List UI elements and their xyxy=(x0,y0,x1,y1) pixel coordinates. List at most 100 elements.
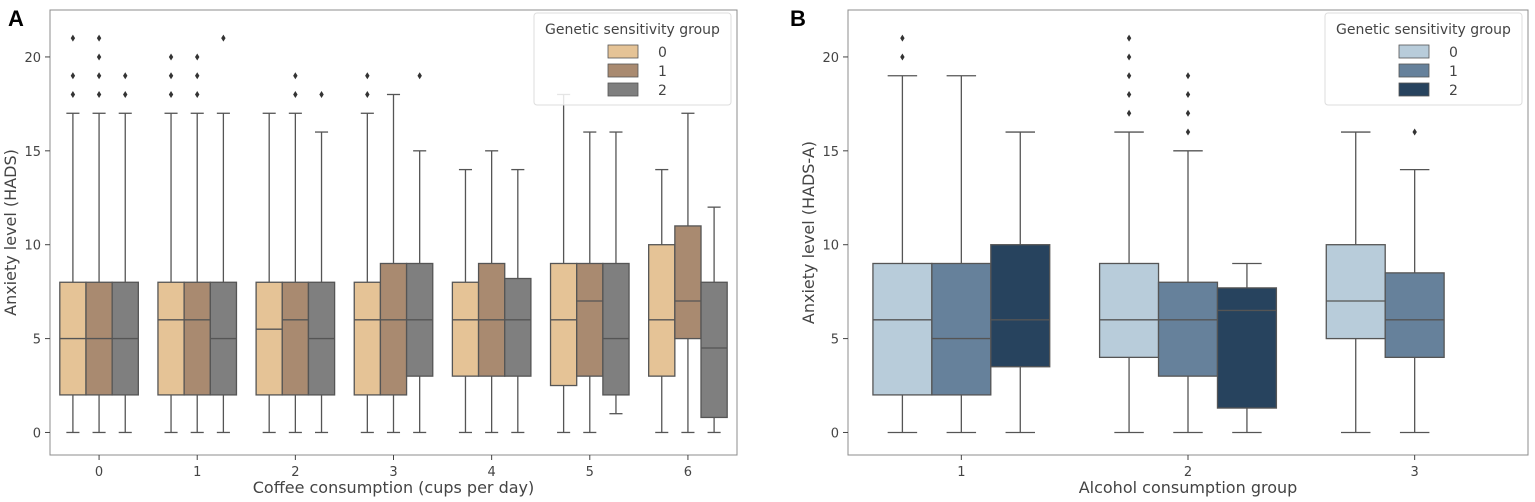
box-3-group-0 xyxy=(1325,131,1386,434)
legend-entry-label: 2 xyxy=(1449,83,1458,99)
legend: Genetic sensitivity group 0 1 2 xyxy=(533,12,732,106)
y-tick-label: 15 xyxy=(24,145,41,160)
outlier-point xyxy=(1185,72,1191,80)
iqr-box xyxy=(1384,272,1445,359)
box-4-group-1 xyxy=(477,150,506,434)
iqr-box xyxy=(157,281,185,396)
legend-swatch xyxy=(607,44,639,59)
outlier-point xyxy=(195,72,200,80)
iqr-box xyxy=(648,244,676,377)
outlier-point xyxy=(319,90,324,98)
x-tick-label: 5 xyxy=(586,465,594,480)
iqr-box xyxy=(1157,281,1219,377)
outlier-point xyxy=(1126,72,1132,80)
box-3-group-2 xyxy=(405,72,434,434)
outlier-point xyxy=(1412,128,1417,136)
box-1-group-0 xyxy=(157,53,185,434)
outlier-point xyxy=(96,90,102,98)
outlier-point xyxy=(96,34,102,42)
iqr-box xyxy=(931,262,992,396)
legend-title: Genetic sensitivity group xyxy=(545,22,720,38)
outlier-point xyxy=(293,90,298,98)
panel-label: B xyxy=(790,6,806,31)
box-0-group-0 xyxy=(59,34,87,434)
outlier-point xyxy=(1185,90,1191,98)
box-1-group-0 xyxy=(872,34,933,434)
x-tick-label: 6 xyxy=(684,465,692,480)
legend-entry-label: 1 xyxy=(1449,64,1458,80)
iqr-box xyxy=(576,262,604,377)
iqr-box xyxy=(353,281,382,396)
outlier-point xyxy=(1185,128,1191,136)
outlier-point xyxy=(1126,53,1132,61)
box-3-group-1 xyxy=(1384,128,1445,434)
legend: Genetic sensitivity group 0 1 2 xyxy=(1324,12,1523,106)
legend-entry-label: 2 xyxy=(658,83,667,99)
outlier-point xyxy=(123,90,128,98)
x-tick-label: 2 xyxy=(291,465,299,480)
box-2-group-1 xyxy=(281,72,310,434)
iqr-box xyxy=(1325,244,1386,340)
outlier-point xyxy=(195,53,200,61)
iqr-box xyxy=(602,262,630,396)
box-4-group-0 xyxy=(451,168,480,434)
legend-swatch xyxy=(607,63,639,78)
outlier-point xyxy=(293,72,298,80)
legend-entry-label: 1 xyxy=(658,64,667,80)
x-tick-label: 2 xyxy=(1184,465,1192,480)
iqr-box xyxy=(549,262,578,387)
outlier-point xyxy=(70,34,76,42)
outlier-point xyxy=(365,90,370,98)
iqr-box xyxy=(700,281,728,419)
x-tick-label: 1 xyxy=(957,465,965,480)
y-tick-label: 20 xyxy=(24,51,41,66)
y-tick-label: 20 xyxy=(822,51,839,66)
outlier-point xyxy=(365,72,370,80)
outlier-point xyxy=(900,53,905,61)
outlier-point xyxy=(70,90,76,98)
x-axis-label: Alcohol consumption group xyxy=(1079,478,1298,497)
legend-title: Genetic sensitivity group xyxy=(1336,22,1511,38)
y-tick-label: 0 xyxy=(831,426,839,441)
box-2-group-1 xyxy=(1157,72,1219,434)
box-6-group-1 xyxy=(674,112,702,434)
legend-swatch xyxy=(1398,82,1430,97)
iqr-box xyxy=(451,281,480,377)
x-tick-label: 3 xyxy=(1411,465,1419,480)
legend-swatch xyxy=(1398,44,1430,59)
outlier-point xyxy=(1185,109,1191,117)
box-6-group-2 xyxy=(700,206,728,434)
x-tick-label: 3 xyxy=(389,465,397,480)
outlier-point xyxy=(168,72,174,80)
y-tick-label: 15 xyxy=(822,145,839,160)
outlier-point xyxy=(900,34,905,42)
box-4-group-2 xyxy=(504,168,532,434)
outlier-point xyxy=(1126,109,1132,117)
y-tick-label: 10 xyxy=(822,239,839,254)
y-axis-label: Anxiety level (HADS) xyxy=(1,149,20,316)
legend-swatch xyxy=(607,82,639,97)
outlier-point xyxy=(168,90,174,98)
box-2-group-0 xyxy=(1098,34,1160,434)
box-6-group-0 xyxy=(648,168,676,434)
box-5-group-2 xyxy=(602,131,630,415)
box-0-group-1 xyxy=(85,34,113,434)
outlier-point xyxy=(221,34,226,42)
y-tick-label: 0 xyxy=(33,426,41,441)
legend-entry-label: 0 xyxy=(1449,45,1458,61)
y-tick-label: 5 xyxy=(831,333,839,348)
legend-box xyxy=(533,12,732,106)
outlier-point xyxy=(70,72,76,80)
x-tick-label: 1 xyxy=(193,465,201,480)
outlier-point xyxy=(96,72,102,80)
iqr-box xyxy=(674,225,702,340)
outlier-point xyxy=(168,53,174,61)
iqr-box xyxy=(255,281,283,396)
box-3-group-0 xyxy=(353,72,382,434)
box-3-group-1 xyxy=(379,93,408,434)
iqr-box xyxy=(183,281,211,396)
outlier-point xyxy=(123,72,128,80)
box-2-group-2 xyxy=(307,90,336,434)
y-tick-label: 5 xyxy=(33,333,41,348)
